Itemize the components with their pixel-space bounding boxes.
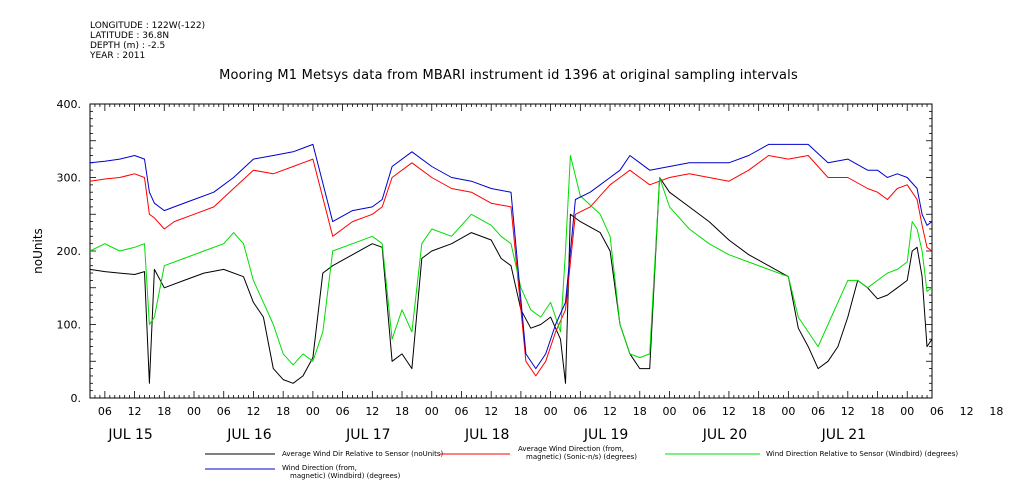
x-tick-label: 18 [989,405,1003,418]
x-tick-label: 18 [514,405,528,418]
x-tick-label: 06 [692,405,706,418]
longitude-label: LONGITUDE : 122W(-122) [90,21,206,31]
x-tick-label: 00 [662,405,676,418]
legend-label: Wind Direction (from, [282,464,357,472]
chart-title: Mooring M1 Metsys data from MBARI instru… [219,68,798,83]
x-tick-label: 18 [276,405,290,418]
x-tick-label: 18 [395,405,409,418]
x-tick-label: 00 [306,405,320,418]
legend-label: Average Wind Dir Relative to Sensor (noU… [282,450,443,458]
y-tick-label: 300. [57,172,82,185]
series-line-4 [89,143,933,370]
x-tick-label: 12 [484,405,498,418]
y-axis-label: noUnits [31,228,45,274]
y-tick-label: 400. [57,98,82,111]
x-tick-label: 06 [573,405,587,418]
x-tick-label: 00 [544,405,558,418]
x-tick-label: 12 [722,405,736,418]
legend-label: magnetic) (Sonic-n/s) (degrees) [526,453,637,461]
series-line-2 [89,155,933,377]
x-tick-label: 00 [425,405,439,418]
x-tick-label: 00 [900,405,914,418]
x-tick-label: 06 [454,405,468,418]
legend-label: Average Wind Direction (from, [518,445,624,453]
legend-label: Wind Direction Relative to Sensor (Windb… [766,450,958,458]
x-tick-label: 00 [781,405,795,418]
x-tick-label: 18 [871,405,885,418]
x-tick-label: 06 [930,405,944,418]
x-tick-label: 18 [752,405,766,418]
x-tick-label: 06 [336,405,350,418]
x-tick-label: 18 [633,405,647,418]
plot-frame [89,103,933,399]
metadata-block: LONGITUDE : 122W(-122) LATITUDE : 36.8N … [90,21,205,61]
x-tick-label: 06 [811,405,825,418]
x-tick-label: 12 [960,405,974,418]
day-label: JUL 19 [583,427,628,443]
x-tick-label: 12 [128,405,142,418]
y-tick-label: 0. [71,392,82,405]
day-label: JUL 16 [226,427,272,443]
x-tick-label: 00 [187,405,201,418]
x-tick-label: 18 [157,405,171,418]
x-tick-label: 06 [217,405,231,418]
year-label: YEAR : 2011 [90,51,146,61]
day-label: JUL 20 [702,427,747,443]
y-tick-label: 200. [57,245,82,258]
x-tick-label: 12 [246,405,260,418]
day-label: JUL 21 [821,427,866,443]
series-line-3 [89,155,933,366]
latitude-label: LATITUDE : 36.8N [90,31,170,41]
x-tick-label: 12 [841,405,855,418]
x-tick-label: 12 [603,405,617,418]
x-tick-label: 06 [98,405,112,418]
series-line-1 [89,177,933,384]
x-tick-label: 12 [365,405,379,418]
depth-label: DEPTH (m) : -2.5 [90,41,166,51]
day-label: JUL 15 [107,427,152,443]
day-label: JUL 17 [345,427,390,443]
legend-label: magnetic) (Windbird) (degrees) [290,472,401,480]
day-label: JUL 18 [464,427,509,443]
y-tick-label: 100. [57,319,82,332]
